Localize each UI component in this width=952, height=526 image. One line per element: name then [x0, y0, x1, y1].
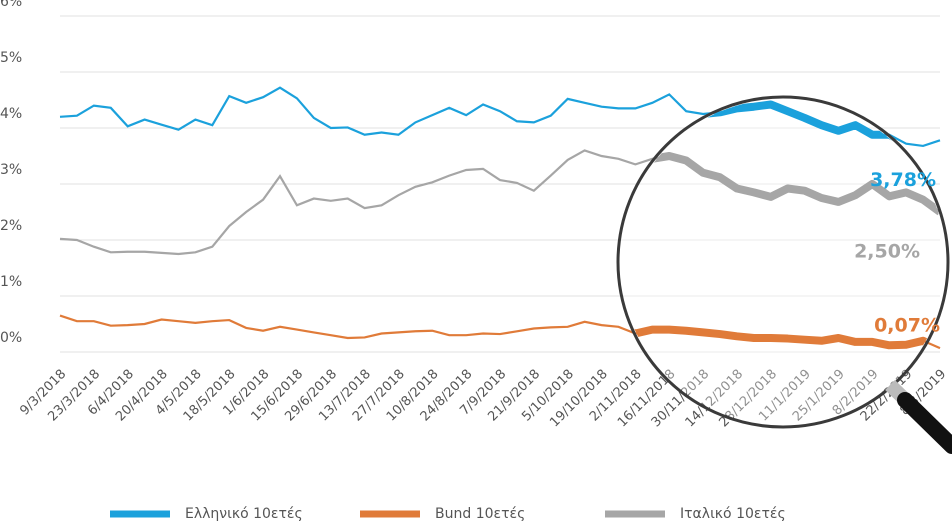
y-tick-label: 6%	[0, 0, 22, 10]
legend-label: Bund 10ετές	[435, 506, 525, 522]
value-label: 3,78%	[870, 169, 936, 191]
labels: 3,78% 0,07% 2,50% Ελληνικό 10ετές Bund 10ετέ…	[110, 169, 940, 522]
series-line-zoom	[620, 311, 942, 352]
y-tick-label: 3%	[0, 162, 22, 178]
legend-label: Ελληνικό 10ετές	[185, 506, 303, 522]
y-tick-label: 1%	[0, 274, 22, 290]
y-tick-label: 0%	[0, 330, 22, 346]
legend-label: Ιταλικό 10ετές	[680, 506, 786, 522]
value-label: 2,50%	[854, 241, 920, 263]
y-tick-label: 5%	[0, 50, 22, 66]
y-tick-label: 2%	[0, 218, 22, 234]
series-line-zoom	[620, 146, 943, 258]
series-line-zoom	[620, 99, 942, 150]
y-tick-label: 4%	[0, 106, 22, 122]
magnifier-handle	[897, 392, 952, 454]
magnifier-rim	[616, 95, 950, 429]
value-label: 0,07%	[874, 315, 940, 337]
zoom	[620, 99, 943, 352]
